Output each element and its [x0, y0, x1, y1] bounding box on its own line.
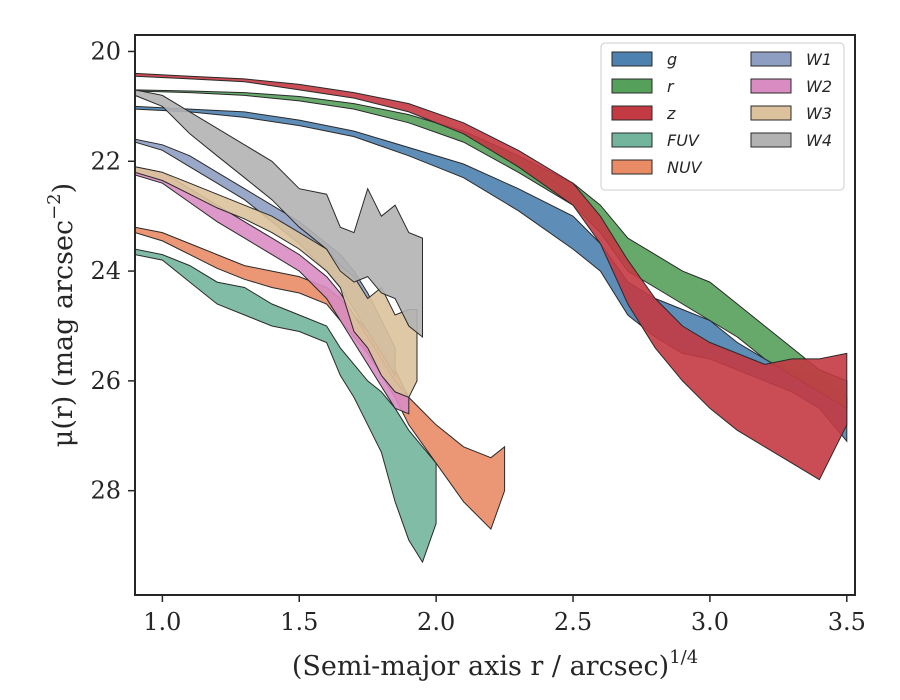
legend: grz FUV NUV W1 W2 W3 W4 — [600, 42, 845, 191]
x-tick-label: 1.0 — [143, 608, 181, 636]
x-tick-label: 1.5 — [280, 608, 318, 636]
series-band-z — [135, 72, 848, 481]
legend-swatch-z — [611, 105, 653, 121]
legend-label-z: z — [666, 104, 676, 123]
legend-swatch-r — [611, 78, 653, 94]
series-band-g — [135, 105, 848, 443]
legend-label-NUV: NUV — [667, 158, 703, 177]
y-axis: 20 22 24 26 28 — [90, 37, 135, 505]
x-axis: 1.0 1.5 2.0 2.5 3.0 3.5 — [143, 595, 866, 636]
legend-swatch-NUV — [611, 159, 653, 175]
x-tick-label: 2.5 — [554, 608, 592, 636]
y-axis-label: μ(r) (mag arcsec−2) — [44, 183, 79, 447]
y-tick-label: 26 — [90, 367, 121, 395]
legend-swatch-W2 — [750, 78, 792, 94]
series-band-W3 — [135, 166, 418, 399]
legend-label-W4: W4 — [806, 131, 832, 150]
x-tick-label: 3.0 — [691, 608, 729, 636]
legend-label-W2: W2 — [806, 77, 832, 96]
plot-frame — [134, 34, 856, 596]
legend-label-g: g — [667, 50, 677, 69]
legend-swatch-W1 — [750, 51, 792, 67]
y-tick-label: 20 — [90, 37, 121, 65]
legend-swatch-W3 — [750, 105, 792, 121]
series-band-W2 — [135, 166, 410, 415]
series-band-W4 — [135, 89, 423, 339]
x-axis-label: (Semi-major axis r / arcsec)1/4 — [292, 647, 698, 682]
legend-swatch-FUV — [611, 132, 653, 148]
legend-label-W3: W3 — [806, 104, 832, 123]
y-tick-label: 24 — [90, 257, 121, 285]
legend-swatch-g — [611, 51, 653, 67]
series-areas — [135, 72, 848, 564]
y-tick-label: 22 — [90, 147, 121, 175]
legend-label-FUV: FUV — [667, 131, 700, 150]
x-tick-label: 3.5 — [828, 608, 866, 636]
series-band-FUV — [135, 248, 437, 564]
legend-label-W1: W1 — [806, 50, 832, 69]
y-tick-label: 28 — [90, 477, 121, 505]
legend-label-r: r — [667, 77, 675, 96]
legend-swatch-W4 — [750, 132, 792, 148]
x-tick-label: 2.0 — [417, 608, 455, 636]
